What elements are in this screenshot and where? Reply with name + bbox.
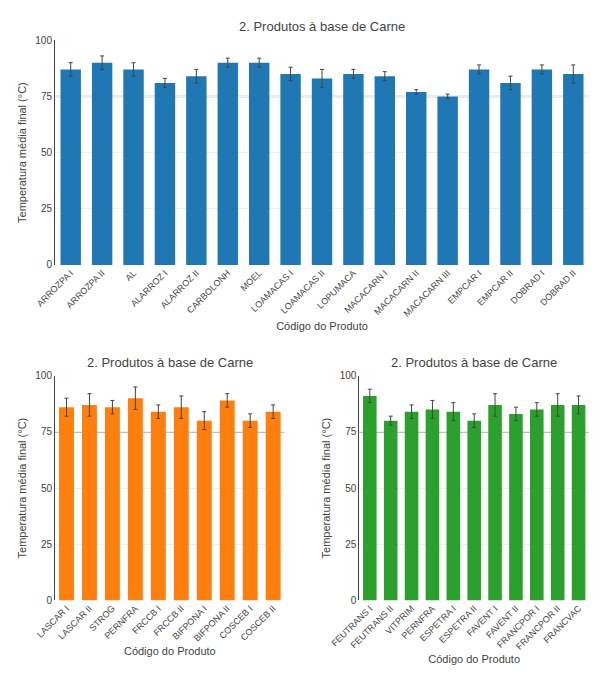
svg-text:LOAMACAS II: LOAMACAS II (279, 268, 327, 316)
svg-text:AL: AL (123, 268, 138, 283)
svg-text:50: 50 (41, 147, 53, 158)
svg-text:ARROZPA II: ARROZPA II (64, 268, 106, 310)
svg-text:ESPETRA I: ESPETRA I (418, 604, 458, 644)
svg-text:25: 25 (41, 203, 53, 214)
svg-text:DOBRAD II: DOBRAD II (538, 268, 578, 308)
svg-text:PERNFRA: PERNFRA (400, 604, 437, 641)
svg-text:25: 25 (41, 539, 53, 550)
svg-text:LASCAR I: LASCAR I (35, 604, 71, 640)
svg-text:2. Produtos à base de Carne: 2. Produtos à base de Carne (87, 355, 253, 370)
svg-text:25: 25 (345, 539, 357, 550)
svg-text:FEUTRANS I: FEUTRANS I (330, 604, 375, 649)
svg-text:2. Produtos à base de Carne: 2. Produtos à base de Carne (239, 19, 405, 34)
svg-text:Código do Produto: Código do Produto (428, 653, 520, 665)
svg-text:50: 50 (41, 483, 53, 494)
svg-text:FRANCVAC: FRANCVAC (542, 603, 584, 645)
svg-text:75: 75 (345, 426, 357, 437)
svg-text:MACACARN I: MACACARN I (342, 268, 389, 315)
svg-text:FRCCB I: FRCCB I (130, 604, 163, 637)
svg-text:100: 100 (35, 370, 52, 381)
svg-text:ESPETRA II: ESPETRA II (437, 604, 479, 646)
svg-text:BIFPONA I: BIFPONA I (171, 604, 209, 642)
svg-text:EMPCAR II: EMPCAR II (475, 268, 515, 308)
svg-text:75: 75 (41, 91, 53, 102)
svg-text:Código do Produto: Código do Produto (124, 645, 216, 657)
svg-text:0: 0 (46, 595, 52, 606)
svg-text:PERNFRA: PERNFRA (102, 604, 139, 641)
svg-text:ALARROZ I: ALARROZ I (129, 268, 170, 309)
svg-text:0: 0 (46, 259, 52, 270)
svg-text:FEUTRANS II: FEUTRANS II (349, 604, 396, 651)
svg-text:Temperatura média final (°C): Temperatura média final (°C) (320, 418, 332, 559)
svg-text:FRCCB II: FRCCB II (152, 604, 186, 638)
svg-text:FAVENT I: FAVENT I (465, 604, 500, 639)
svg-text:DOBRAD I: DOBRAD I (509, 268, 547, 306)
svg-text:ALARROZ II: ALARROZ II (159, 268, 201, 310)
svg-text:100: 100 (340, 370, 357, 381)
svg-text:Temperatura média final (°C): Temperatura média final (°C) (16, 82, 28, 223)
svg-text:COSCEB I: COSCEB I (217, 604, 254, 641)
svg-text:50: 50 (345, 483, 357, 494)
svg-text:MACACARN III: MACACARN III (402, 268, 453, 319)
svg-text:FRANCPOR I: FRANCPOR I (495, 604, 541, 650)
svg-text:Temperatura média final (°C): Temperatura média final (°C) (16, 418, 28, 559)
svg-text:Código do Produto: Código do Produto (276, 320, 368, 332)
svg-text:2. Produtos à base de Carne: 2. Produtos à base de Carne (391, 355, 557, 370)
svg-text:LOAMACAS I: LOAMACAS I (249, 268, 295, 314)
svg-text:75: 75 (41, 426, 53, 437)
svg-text:LASCAR II: LASCAR II (56, 604, 94, 642)
svg-text:ARROZPA I: ARROZPA I (35, 268, 76, 309)
svg-text:FRANCPOR II: FRANCPOR II (514, 604, 562, 652)
svg-text:CARBOLONH: CARBOLONH (185, 268, 232, 315)
svg-text:STROG: STROG (87, 604, 117, 634)
svg-text:COSCEB II: COSCEB II (238, 604, 277, 643)
svg-text:FAVENT II: FAVENT II (484, 604, 521, 641)
svg-text:BIFPONA II: BIFPONA II (192, 604, 232, 644)
svg-text:100: 100 (35, 35, 52, 46)
svg-text:LOPUMACA: LOPUMACA (315, 268, 358, 311)
svg-text:MACACARN II: MACACARN II (372, 268, 421, 317)
svg-text:VITPRIM: VITPRIM (383, 604, 416, 637)
svg-text:EMPCAR I: EMPCAR I (446, 268, 484, 306)
svg-text:0: 0 (351, 595, 357, 606)
svg-text:MOEL: MOEL (239, 268, 264, 293)
